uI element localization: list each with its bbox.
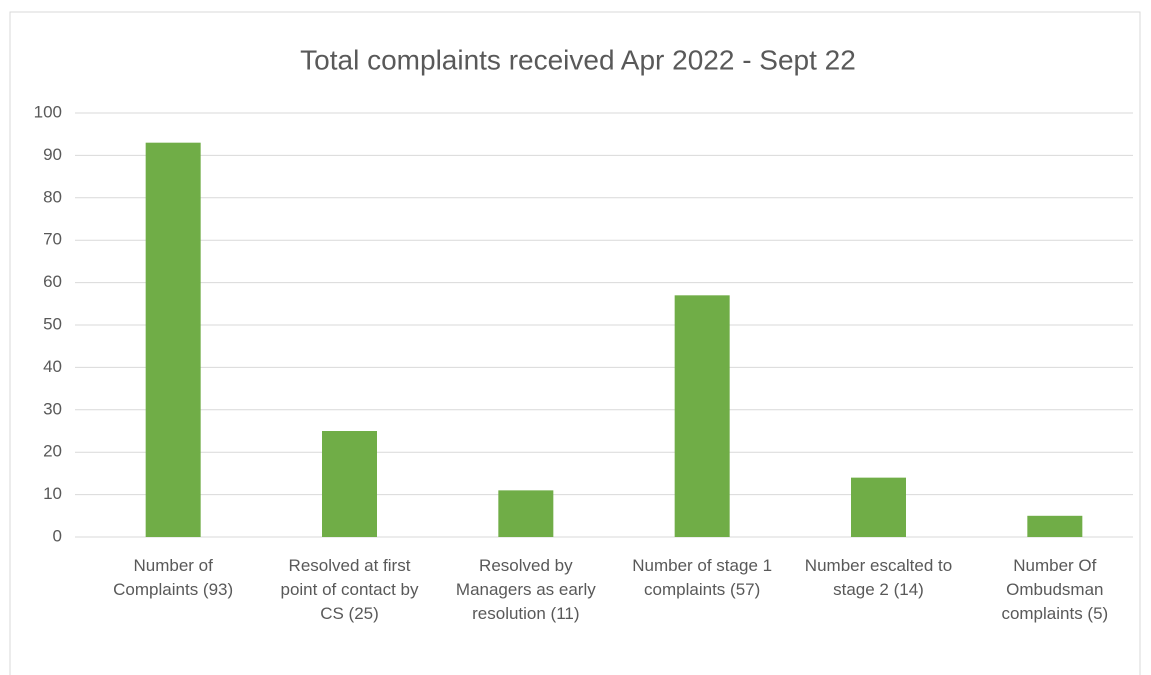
chart-border	[9, 11, 1141, 675]
x-tick-label: Resolved by Managers as early resolution…	[455, 556, 596, 623]
y-tick-label: 30	[43, 399, 62, 418]
x-tick-label: Resolved at first point of contact by CS…	[280, 556, 419, 623]
bar	[1027, 515, 1083, 537]
x-tick-label: Number Of Ombudsman complaints (5)	[1001, 556, 1109, 623]
y-tick-label: 60	[43, 272, 62, 291]
y-tick-label: 90	[43, 145, 62, 164]
x-tick-label: Number of Complaints (93)	[113, 556, 234, 599]
y-tick-label: 10	[43, 484, 62, 503]
y-tick-label: 70	[43, 230, 62, 249]
y-tick-label: 0	[53, 526, 62, 545]
y-tick-label: 40	[43, 357, 62, 376]
bar	[498, 490, 554, 537]
bar	[674, 295, 730, 537]
bar	[145, 142, 201, 537]
y-tick-label: 80	[43, 187, 62, 206]
bar	[322, 431, 377, 537]
bar	[851, 477, 906, 537]
y-tick-label: 20	[43, 442, 62, 461]
y-tick-label: 100	[34, 102, 62, 121]
chart-title: Total complaints received Apr 2022 - Sep…	[300, 44, 856, 75]
x-tick-label: Number escalted to stage 2 (14)	[804, 556, 953, 599]
y-tick-label: 50	[43, 314, 62, 333]
x-tick-label: Number of stage 1 complaints (57)	[632, 556, 773, 599]
